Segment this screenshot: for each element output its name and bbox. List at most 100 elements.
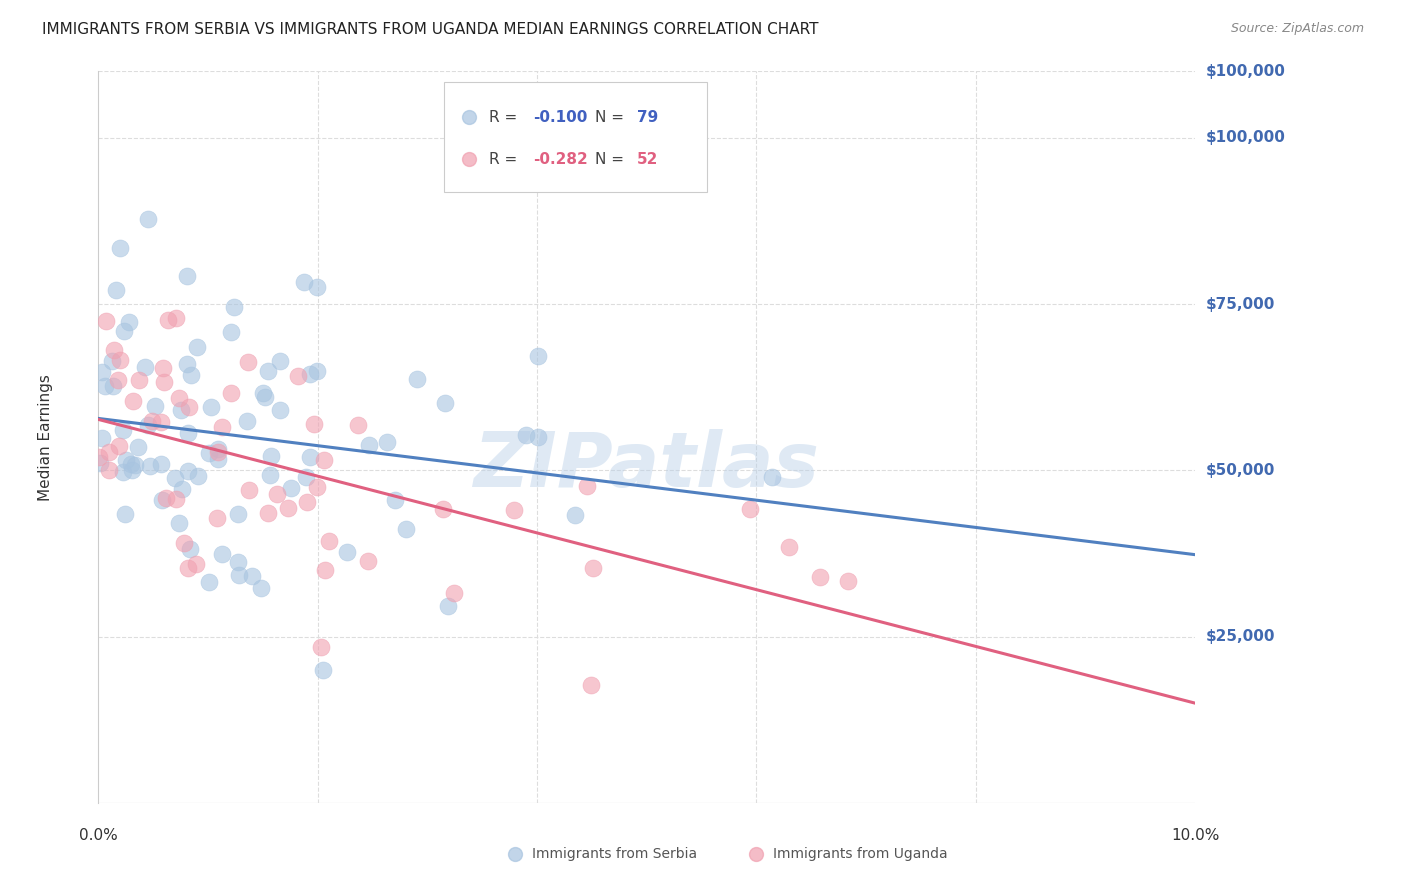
Point bbox=[120, 457, 142, 471]
Point bbox=[228, 567, 250, 582]
Point bbox=[287, 369, 309, 384]
Point bbox=[207, 452, 229, 467]
Point bbox=[110, 353, 132, 368]
Point bbox=[134, 359, 156, 374]
Point bbox=[139, 459, 162, 474]
Text: R =: R = bbox=[489, 110, 522, 125]
Text: Immigrants from Uganda: Immigrants from Uganda bbox=[773, 847, 948, 861]
Point bbox=[91, 365, 114, 379]
Point bbox=[238, 483, 260, 497]
Point bbox=[124, 458, 146, 472]
Point bbox=[87, 450, 110, 465]
Point bbox=[177, 425, 200, 440]
Text: Median Earnings: Median Earnings bbox=[38, 374, 53, 500]
Point bbox=[581, 678, 603, 692]
Point bbox=[778, 541, 800, 555]
Text: Immigrants from Serbia: Immigrants from Serbia bbox=[531, 847, 697, 861]
Point bbox=[432, 501, 454, 516]
Point bbox=[152, 360, 174, 375]
Point bbox=[309, 640, 332, 654]
Point bbox=[406, 372, 429, 386]
Point bbox=[314, 563, 336, 577]
Point bbox=[94, 379, 117, 393]
Point bbox=[395, 522, 418, 536]
Point bbox=[226, 507, 249, 521]
Point bbox=[259, 468, 281, 483]
Point bbox=[170, 403, 193, 417]
Point bbox=[359, 438, 381, 452]
Point bbox=[564, 508, 586, 522]
Point bbox=[238, 355, 260, 369]
Point bbox=[226, 555, 249, 569]
Point bbox=[112, 324, 135, 338]
Point bbox=[250, 581, 273, 595]
Point bbox=[207, 510, 229, 524]
Point bbox=[240, 569, 263, 583]
Text: IMMIGRANTS FROM SERBIA VS IMMIGRANTS FROM UGANDA MEDIAN EARNINGS CORRELATION CHA: IMMIGRANTS FROM SERBIA VS IMMIGRANTS FRO… bbox=[42, 22, 818, 37]
Point bbox=[108, 439, 131, 453]
Point bbox=[280, 481, 302, 495]
Point bbox=[318, 534, 340, 549]
Point bbox=[582, 561, 605, 575]
Text: 0.0%: 0.0% bbox=[79, 828, 118, 843]
Point bbox=[515, 428, 537, 442]
Point bbox=[111, 466, 134, 480]
Point bbox=[128, 373, 150, 387]
Point bbox=[257, 506, 280, 520]
FancyBboxPatch shape bbox=[444, 82, 707, 192]
Point bbox=[252, 385, 274, 400]
Text: R =: R = bbox=[489, 152, 522, 167]
Point bbox=[211, 420, 233, 434]
Point bbox=[305, 480, 328, 494]
Point bbox=[177, 464, 200, 478]
Point bbox=[117, 315, 139, 329]
Point bbox=[187, 468, 209, 483]
Point bbox=[176, 357, 198, 371]
Point bbox=[307, 364, 329, 378]
Text: N =: N = bbox=[595, 152, 628, 167]
Text: $100,000: $100,000 bbox=[1206, 130, 1286, 145]
Point bbox=[207, 442, 229, 457]
Text: $100,000: $100,000 bbox=[1206, 64, 1286, 78]
Point bbox=[97, 444, 120, 458]
Point bbox=[433, 396, 456, 410]
Point bbox=[259, 449, 281, 463]
Point bbox=[443, 586, 465, 600]
Point bbox=[384, 492, 406, 507]
Text: $25,000: $25,000 bbox=[1206, 629, 1275, 644]
Point bbox=[436, 599, 458, 614]
Point bbox=[302, 417, 325, 431]
Point bbox=[97, 463, 120, 477]
Text: 10.0%: 10.0% bbox=[1171, 828, 1219, 843]
Point bbox=[122, 393, 145, 408]
Text: Source: ZipAtlas.com: Source: ZipAtlas.com bbox=[1230, 22, 1364, 36]
Point bbox=[163, 470, 186, 484]
Point bbox=[211, 547, 233, 561]
Point bbox=[170, 483, 193, 497]
Point bbox=[141, 414, 163, 428]
Point bbox=[149, 457, 172, 471]
Point bbox=[256, 364, 278, 378]
Point bbox=[127, 440, 149, 454]
Point bbox=[269, 402, 291, 417]
Point bbox=[107, 373, 129, 387]
Point bbox=[502, 503, 524, 517]
Point bbox=[150, 493, 173, 508]
Point bbox=[169, 391, 191, 405]
Point bbox=[312, 452, 335, 467]
Point bbox=[299, 450, 322, 464]
Point bbox=[266, 487, 288, 501]
Point bbox=[357, 554, 380, 568]
Point bbox=[198, 445, 221, 459]
Point bbox=[292, 276, 315, 290]
Text: ZIPatlas: ZIPatlas bbox=[474, 429, 820, 503]
Point bbox=[114, 508, 136, 522]
Point bbox=[155, 491, 177, 505]
Point bbox=[108, 241, 131, 255]
Point bbox=[103, 343, 125, 357]
Point bbox=[176, 268, 198, 283]
Text: $75,000: $75,000 bbox=[1206, 297, 1275, 311]
Point bbox=[166, 492, 188, 507]
Point bbox=[740, 502, 762, 516]
Point bbox=[375, 434, 398, 449]
